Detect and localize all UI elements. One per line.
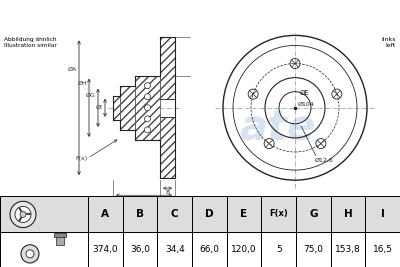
- Text: F(x): F(x): [75, 156, 87, 160]
- Bar: [54, 233, 66, 237]
- Text: ØA: ØA: [68, 67, 77, 72]
- Bar: [365, 196, 400, 231]
- Bar: [261, 196, 296, 231]
- Bar: [160, 117, 175, 178]
- Bar: [261, 231, 296, 267]
- Bar: [296, 196, 331, 231]
- Bar: [157, 231, 192, 267]
- Circle shape: [144, 94, 150, 100]
- Text: G: G: [309, 209, 318, 219]
- Bar: [192, 196, 227, 231]
- Text: H: H: [344, 209, 352, 219]
- Circle shape: [10, 201, 36, 227]
- Circle shape: [21, 245, 39, 263]
- Text: links
left: links left: [382, 37, 396, 48]
- Circle shape: [15, 206, 31, 222]
- Text: I: I: [381, 209, 385, 219]
- Text: ate: ate: [239, 107, 315, 149]
- Bar: [157, 196, 192, 231]
- Text: Ø12,6: Ø12,6: [315, 158, 334, 163]
- Text: 374,0: 374,0: [92, 245, 118, 254]
- Text: ØH: ØH: [77, 81, 87, 86]
- Text: ØI: ØI: [96, 105, 103, 110]
- Circle shape: [144, 105, 150, 111]
- Text: B: B: [165, 190, 170, 195]
- Circle shape: [26, 250, 34, 258]
- Text: 75,0: 75,0: [303, 245, 323, 254]
- Bar: [227, 231, 261, 267]
- Bar: [123, 196, 157, 231]
- Text: A: A: [101, 209, 109, 219]
- Bar: [120, 86, 135, 130]
- Text: C (MTH): C (MTH): [132, 197, 156, 202]
- Text: D: D: [142, 204, 146, 209]
- Text: 66,0: 66,0: [199, 245, 219, 254]
- Bar: [88, 231, 123, 267]
- Text: 36,0: 36,0: [130, 245, 150, 254]
- Circle shape: [20, 211, 26, 217]
- Text: D: D: [205, 209, 214, 219]
- Bar: [227, 196, 261, 231]
- Bar: [192, 231, 227, 267]
- Text: 436121: 436121: [290, 9, 350, 24]
- Text: ØG: ØG: [86, 93, 96, 98]
- Bar: [56, 235, 64, 245]
- Text: B: B: [136, 209, 144, 219]
- Text: 153,8: 153,8: [335, 245, 361, 254]
- Bar: [0, 196, 88, 231]
- Bar: [331, 196, 365, 231]
- Bar: [331, 231, 365, 267]
- Circle shape: [144, 116, 150, 122]
- Text: F(x): F(x): [269, 209, 288, 218]
- Text: 24.0136-0121.2: 24.0136-0121.2: [125, 9, 255, 24]
- Text: 120,0: 120,0: [231, 245, 257, 254]
- Bar: [113, 96, 120, 120]
- Circle shape: [144, 127, 150, 133]
- Text: Abbildung ähnlich
Illustration similar: Abbildung ähnlich Illustration similar: [4, 37, 57, 48]
- Text: E: E: [240, 209, 248, 219]
- Bar: [160, 37, 175, 99]
- Text: 5: 5: [276, 245, 282, 254]
- Text: 34,4: 34,4: [165, 245, 184, 254]
- Bar: [0, 231, 88, 267]
- Text: ØE: ØE: [300, 90, 310, 96]
- Bar: [88, 196, 123, 231]
- Bar: [123, 231, 157, 267]
- Bar: [365, 231, 400, 267]
- Bar: [135, 76, 160, 140]
- Text: Ø104: Ø104: [298, 102, 315, 107]
- Circle shape: [144, 83, 150, 89]
- Text: C: C: [171, 209, 178, 219]
- Text: 16,5: 16,5: [373, 245, 393, 254]
- Bar: [296, 231, 331, 267]
